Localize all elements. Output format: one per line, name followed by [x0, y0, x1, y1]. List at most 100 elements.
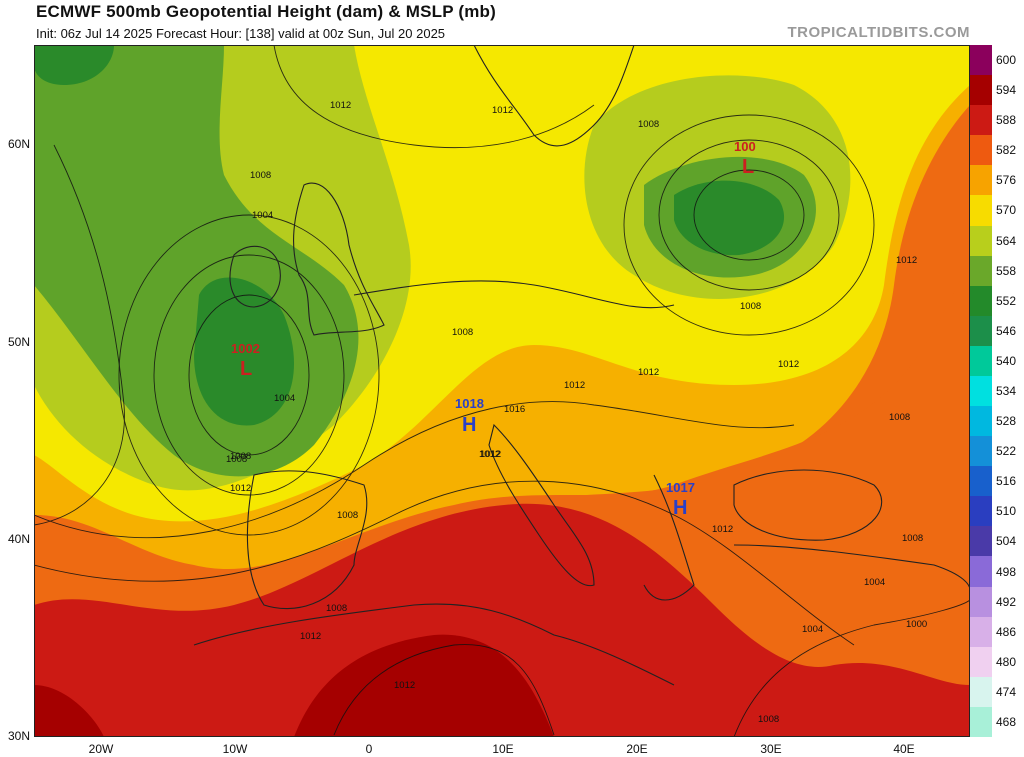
- colorbar-segment: [970, 646, 992, 678]
- colorbar-label: 534: [996, 384, 1017, 398]
- map-title: ECMWF 500mb Geopotential Height (dam) & …: [36, 2, 497, 21]
- coastlines: [193, 45, 970, 686]
- high-center-value: 1017: [666, 480, 695, 495]
- map-subtitle: Init: 06z Jul 14 2025 Forecast Hour: [13…: [36, 26, 446, 41]
- colorbar-label: 486: [996, 624, 1017, 639]
- isobar-label: 1012: [330, 100, 351, 111]
- height-band-594-sw: [34, 685, 104, 737]
- isobar-label: 1000: [906, 619, 927, 630]
- map-frame: [34, 45, 970, 737]
- colorbar-label: 594: [996, 83, 1017, 98]
- isobar-label: 1008: [230, 451, 251, 462]
- colorbar-segment: [970, 496, 992, 527]
- colorbar-segment: [970, 466, 992, 497]
- colorbar-label: 474: [996, 684, 1017, 699]
- colorbar-label: 570: [996, 203, 1017, 218]
- low-center-uk[interactable]: 1002 L: [231, 341, 260, 380]
- lon-label-20w: 20W: [88, 742, 114, 756]
- height-band-594-africa: [294, 634, 554, 737]
- colorbar-label: 504: [996, 534, 1017, 549]
- colorbar-segment: [970, 75, 992, 106]
- lon-label-30e: 30E: [760, 742, 782, 756]
- isobar-label: 1012: [492, 105, 513, 116]
- colorbar-segment: [970, 135, 992, 166]
- colorbar-label: 522: [996, 444, 1017, 459]
- colorbar-label: 540: [996, 353, 1017, 368]
- isobar-label: 1008: [452, 327, 473, 338]
- colorbar-label: 552: [996, 293, 1017, 308]
- lon-label-0: 0: [365, 742, 373, 756]
- colorbar-segment: [970, 526, 992, 557]
- isobar-label: 1004: [864, 577, 885, 588]
- high-center-alps[interactable]: 1018 H: [455, 396, 484, 436]
- colorbar-segment: [970, 225, 992, 257]
- high-center-letter: H: [673, 497, 687, 519]
- colorbar-segment: [970, 195, 992, 226]
- colorbar-segment: [970, 706, 992, 738]
- isobar-label-group: 1012 1008 1004 1008 1004 1008 1012 1008 …: [226, 100, 927, 725]
- height-band-552-west: [194, 277, 294, 426]
- low-center-baltic[interactable]: 100 L: [734, 139, 756, 178]
- colorbar-label: 600: [996, 53, 1017, 68]
- colorbar-label: 576: [996, 173, 1017, 188]
- brand-label[interactable]: TROPICALTIDBITS.COM: [787, 24, 970, 41]
- height-band-588: [34, 503, 970, 737]
- colorbar-label: 564: [996, 233, 1017, 248]
- colorbar-segment: [970, 165, 992, 196]
- isobar-label: 1012: [638, 367, 659, 378]
- isobar-label: 1008: [638, 119, 659, 130]
- isobar-label: 1012: [479, 449, 500, 460]
- isobar-label: 1008: [740, 301, 761, 312]
- colorbar-segment: [970, 345, 992, 377]
- colorbar-segment: [970, 315, 992, 347]
- isobar-label: 1012: [394, 680, 415, 691]
- colorbar-label: 582: [996, 143, 1017, 158]
- colorbar-label: 588: [996, 113, 1017, 128]
- high-center-value: 1018: [455, 396, 484, 411]
- lon-label-20e: 20E: [626, 742, 648, 756]
- colorbar-label: 558: [996, 263, 1017, 278]
- colorbar-segment: [970, 285, 992, 317]
- isobar-label: 1004: [274, 393, 295, 404]
- high-center-balkans[interactable]: 1017 H: [666, 480, 695, 519]
- isobar-label: 1008: [889, 412, 910, 423]
- colorbar-label: 528: [996, 414, 1017, 429]
- colorbar-segment: [970, 406, 992, 437]
- low-center-value: 1002: [231, 341, 260, 356]
- colorbar-segment: [970, 586, 992, 618]
- colorbar-label: 498: [996, 564, 1017, 579]
- colorbar-label: 510: [996, 504, 1017, 519]
- colorbar-label: 546: [996, 323, 1017, 338]
- isobar-label: 1012: [896, 255, 917, 266]
- colorbar-label: 516: [996, 474, 1017, 489]
- high-center-letter: H: [462, 414, 476, 436]
- colorbar-label: 492: [996, 594, 1017, 609]
- colorbar-segment: [970, 105, 992, 136]
- colorbar-segment: [970, 436, 992, 467]
- lat-label-30n: 30N: [7, 729, 30, 743]
- isobar-label: 1008: [250, 170, 271, 181]
- isobar-label: 1008: [226, 454, 247, 465]
- isobar-label: 1016: [504, 404, 525, 415]
- lon-label-10w: 10W: [222, 742, 248, 756]
- forecast-map: 1012 1008 1004 1008 1004 1008 1012 1008 …: [34, 45, 970, 737]
- lat-label-60n: 60N: [7, 137, 30, 151]
- isobar-label: 1008: [758, 714, 779, 725]
- colorbar-label: 480: [996, 654, 1017, 669]
- lat-label-50n: 50N: [7, 335, 30, 349]
- isobar-label: 1012: [230, 483, 251, 494]
- isobar-label: 1012: [778, 359, 799, 370]
- lon-label-40e: 40E: [893, 742, 915, 756]
- height-band-558-nw-corner: [34, 45, 114, 85]
- low-center-letter: L: [742, 156, 754, 178]
- colorbar-label: 468: [996, 714, 1017, 729]
- isobar-label: 1008: [326, 603, 347, 614]
- isobar-label: 1012: [712, 524, 733, 535]
- colorbar-segment: [970, 375, 992, 407]
- colorbar: [970, 45, 992, 738]
- isobar-label: 1012: [480, 449, 501, 460]
- lon-label-10e: 10E: [492, 742, 514, 756]
- isobar-label: 1012: [564, 380, 585, 391]
- low-center-letter: L: [240, 358, 252, 380]
- isobar-label: 1004: [252, 210, 273, 221]
